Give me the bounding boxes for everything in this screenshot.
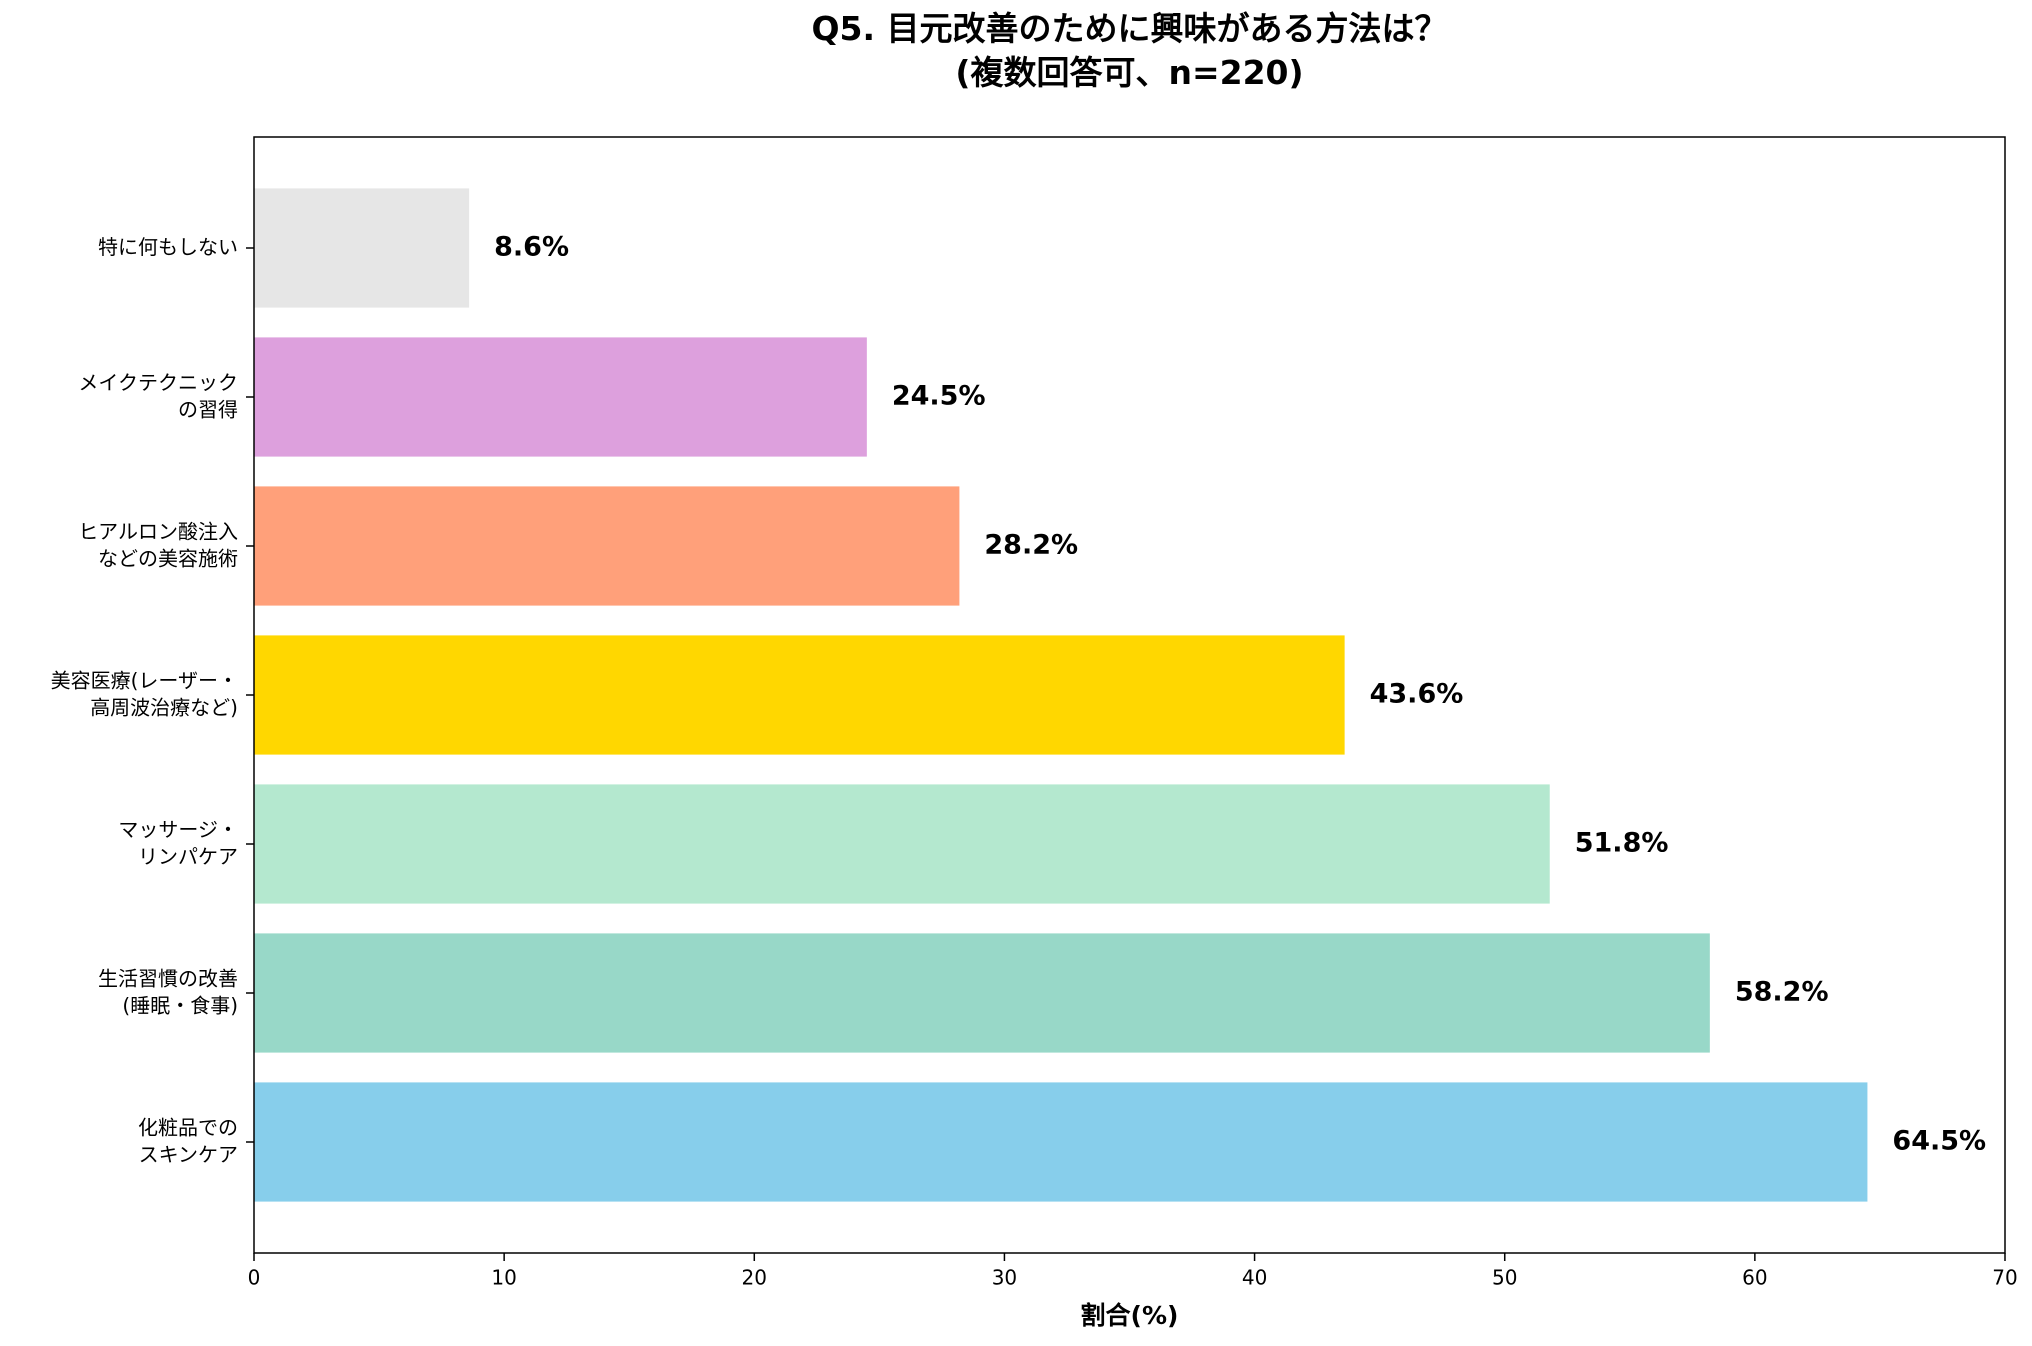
x-tick-label: 40 bbox=[1242, 1266, 1267, 1290]
y-tick-label-line: の習得 bbox=[178, 397, 238, 421]
value-label: 43.6% bbox=[1370, 679, 1464, 710]
y-tick-label-line: マッサージ・ bbox=[118, 817, 238, 841]
x-axis-label-line: 割合(%) bbox=[1081, 1301, 1179, 1330]
y-tick-label: 化粧品でのスキンケア bbox=[138, 1115, 238, 1166]
y-tick-label-line: 生活習慣の改善 bbox=[98, 966, 238, 990]
value-label: 64.5% bbox=[1892, 1126, 1986, 1157]
y-tick-label-line: 美容医療(レーザー・ bbox=[51, 668, 238, 692]
x-tick-label: 0 bbox=[248, 1266, 261, 1290]
bar bbox=[254, 635, 1345, 755]
x-tick-label: 60 bbox=[1742, 1266, 1767, 1290]
value-label: 8.6% bbox=[494, 232, 569, 263]
y-tick-label-line: 高周波治療など) bbox=[90, 695, 238, 719]
y-tick-label-line: スキンケア bbox=[139, 1142, 238, 1166]
bar bbox=[254, 337, 867, 457]
y-tick-label-line: ヒアルロン酸注入 bbox=[78, 519, 238, 543]
y-tick-label: ヒアルロン酸注入などの美容施術 bbox=[78, 519, 238, 570]
y-tick-label-line: (睡眠・食事) bbox=[122, 993, 238, 1017]
y-tick-label: 特に何もしない bbox=[98, 235, 238, 259]
plot-frame bbox=[253, 136, 2006, 1254]
value-label: 24.5% bbox=[892, 381, 986, 412]
chart-title: Q5. 目元改善のために興味がある方法は？ (複数回答可、n=220) bbox=[811, 9, 1447, 92]
value-label: 58.2% bbox=[1735, 977, 1829, 1008]
chart-title-line: Q5. 目元改善のために興味がある方法は？ bbox=[811, 9, 1447, 48]
chart-title-line: (複数回答可、n=220) bbox=[955, 53, 1303, 92]
x-tick-label: 10 bbox=[491, 1266, 516, 1290]
y-tick-label-line: リンパケア bbox=[138, 844, 238, 868]
y-tick-label: メイクテクニックの習得 bbox=[78, 370, 238, 421]
x-tick-label: 70 bbox=[1992, 1266, 2017, 1290]
y-tick-label-line: 化粧品での bbox=[138, 1115, 238, 1139]
value-label: 28.2% bbox=[984, 530, 1078, 561]
value-label: 51.8% bbox=[1575, 828, 1669, 859]
x-axis-label: 割合(%) bbox=[1081, 1301, 1179, 1330]
bar bbox=[254, 784, 1550, 904]
bar bbox=[254, 933, 1710, 1053]
x-tick-label: 30 bbox=[992, 1266, 1017, 1290]
x-tick-label: 20 bbox=[742, 1266, 767, 1290]
bar bbox=[254, 1082, 1868, 1202]
y-tick-label-line: メイクテクニック bbox=[78, 370, 238, 394]
bar bbox=[254, 486, 960, 606]
y-tick-label: 生活習慣の改善 (睡眠・食事) bbox=[98, 966, 238, 1017]
y-tick-label: 美容医療(レーザー・高周波治療など) bbox=[51, 668, 238, 719]
bar bbox=[254, 188, 470, 308]
y-tick-label-line: 特に何もしない bbox=[98, 235, 238, 259]
x-tick-label: 50 bbox=[1492, 1266, 1517, 1290]
y-tick-label: マッサージ・リンパケア bbox=[118, 817, 238, 868]
y-tick-label-line: などの美容施術 bbox=[98, 546, 238, 570]
